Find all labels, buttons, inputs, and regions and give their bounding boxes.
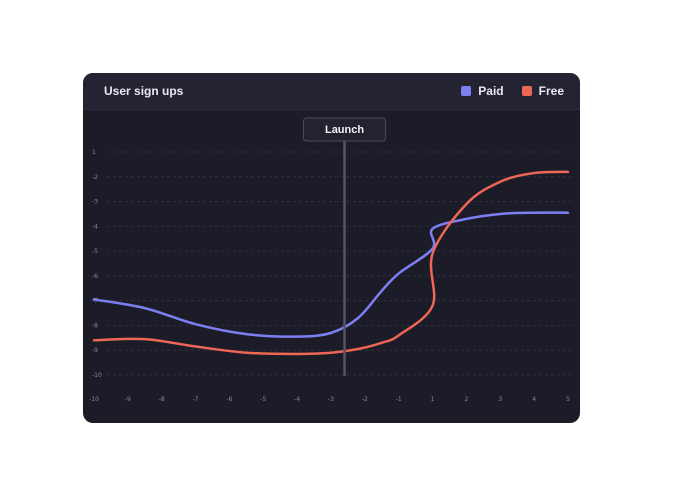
y-tick-label: -4 [92,223,98,230]
legend-label-paid: Paid [478,84,504,98]
y-tick-label: -2 [92,174,98,181]
legend-item-paid[interactable]: Paid [461,84,504,98]
x-tick-label: 3 [498,396,502,403]
legend-swatch-paid [461,86,472,96]
x-tick-label: -7 [193,396,199,403]
x-tick-label: 4 [532,396,536,403]
chart-header: User sign ups Paid Free [83,73,580,110]
chart-title: User sign ups [104,84,184,98]
x-tick-label: -9 [125,396,131,403]
y-tick-label: -10 [92,372,102,379]
y-tick-label: -3 [92,199,98,206]
launch-marker-box [303,117,387,142]
y-tick-label: 1 [92,149,96,156]
x-tick-label: -1 [396,396,402,403]
x-tick-label: -6 [226,396,232,403]
x-tick-label: -8 [159,396,165,403]
y-tick-label: -9 [92,347,98,354]
x-tick-label: -4 [294,396,300,403]
x-tick-label: -5 [260,396,266,403]
legend-item-free[interactable]: Free [521,84,564,98]
legend-swatch-free [521,86,532,96]
chart-card: User sign ups Paid Free 1 -2 -3 -4 -5 -6 -7 -8 -… [83,73,580,423]
x-tick-label: 5 [566,396,570,403]
x-tick-label: -10 [89,396,99,403]
launch-marker-label: Launch [325,124,364,136]
chart-legend: Paid Free [461,84,564,98]
y-tick-label: -6 [92,273,98,280]
y-tick-label: -5 [92,248,98,255]
x-tick-label: 2 [465,396,469,403]
line-chart: 1 -2 -3 -4 -5 -6 -7 -8 -9 -10 -10 -9 -8 -7 -6 -5 -4 -3 -2 -… [89,117,573,403]
series-line-free [92,170,570,356]
x-tick-label: -3 [328,396,334,403]
legend-label-free: Free [538,84,564,98]
x-tick-label: 1 [431,396,435,403]
series-line-paid [92,211,570,338]
y-tick-label: -8 [92,322,98,329]
y-tick-label: -7 [92,298,98,305]
x-tick-label: -2 [362,396,368,403]
